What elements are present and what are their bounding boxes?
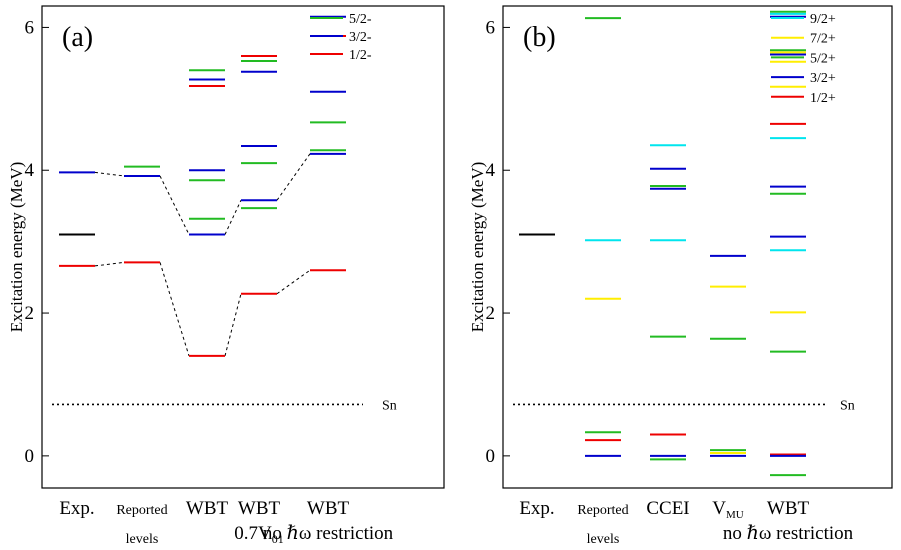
x-category-label: no ℏω restriction [263, 523, 394, 544]
y-tick-label: 4 [486, 160, 496, 181]
y-tick-label: 4 [25, 160, 35, 181]
x-category-label: levels [126, 532, 159, 547]
threshold-label: Sn [840, 398, 855, 413]
y-tick-label: 0 [25, 446, 35, 467]
connector-line [224, 293, 242, 357]
x-category-label: WBT [238, 498, 281, 519]
connector-line [159, 262, 190, 357]
x-category-label: 0.7V01 [234, 523, 283, 546]
x-category-label: WBT [767, 498, 810, 519]
legend-label: 3/2+ [810, 71, 836, 86]
y-tick-label: 0 [486, 446, 496, 467]
y-tick-label: 6 [486, 17, 496, 38]
connector-line [94, 171, 125, 177]
legend-label: 3/2- [349, 30, 372, 45]
connector-line [276, 153, 311, 201]
y-tick-label: 6 [25, 17, 35, 38]
y-tick-label: 2 [25, 303, 35, 324]
threshold-label: Sn [382, 398, 397, 413]
legend-label: 1/2+ [810, 91, 836, 106]
panel-label: (b) [523, 22, 556, 53]
legend-label: 5/2+ [810, 51, 836, 66]
x-category-label: Reported [116, 503, 167, 518]
legend-label: 1/2- [349, 48, 372, 63]
connector-line [224, 200, 242, 235]
y-axis-label: Excitation energy (MeV) [7, 162, 26, 333]
x-category-label: VMU [712, 498, 744, 521]
legend-label: 7/2+ [810, 32, 836, 47]
x-category-label: WBT [307, 498, 350, 519]
x-category-label: CCEI [646, 498, 689, 519]
x-category-label: Exp. [519, 498, 554, 519]
y-axis-label: Excitation energy (MeV) [468, 162, 487, 333]
x-category-label: no ℏω restriction [723, 523, 854, 544]
x-category-label: Exp. [59, 498, 94, 519]
panel-b: 0 2 4 6 Excitation energy (MeV) (b) Sn 9/2+ 7/2+… [468, 5, 893, 547]
y-tick-label: 2 [486, 303, 496, 324]
legend-label: 5/2- [349, 12, 372, 27]
x-category-label: levels [587, 532, 620, 547]
plot-frame [41, 5, 445, 489]
panel-label: (a) [62, 22, 93, 53]
connector-line [159, 175, 190, 235]
connector-line [276, 269, 311, 295]
x-category-label: Reported [577, 503, 628, 518]
legend-label: 9/2+ [810, 12, 836, 27]
connector-line [94, 261, 125, 267]
x-category-label: WBT [186, 498, 229, 519]
panel-a: 0 2 4 6 Excitation energy (MeV) (a) Sn 5/2- 3/2-… [7, 5, 445, 547]
plot-frame [502, 5, 893, 489]
